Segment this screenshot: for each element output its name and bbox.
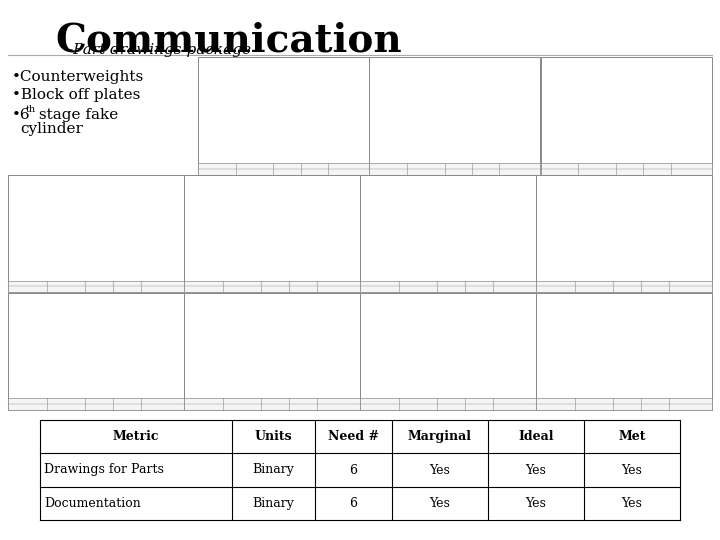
Text: Drawings for Parts: Drawings for Parts <box>44 463 164 476</box>
Text: stage fake: stage fake <box>34 108 118 122</box>
Text: -Part drawings package: -Part drawings package <box>68 43 251 57</box>
Bar <box>184 399 359 410</box>
Text: Communication: Communication <box>55 22 402 60</box>
Bar <box>536 293 711 410</box>
Text: Met: Met <box>618 430 646 443</box>
Text: 6: 6 <box>350 497 358 510</box>
Text: Binary: Binary <box>253 463 294 476</box>
Text: Metric: Metric <box>113 430 159 443</box>
Text: Need #: Need # <box>328 430 379 443</box>
Bar <box>8 293 184 410</box>
Bar <box>536 399 711 410</box>
Text: Yes: Yes <box>621 497 642 510</box>
Bar <box>198 57 369 174</box>
Bar <box>360 281 536 292</box>
Text: Documentation: Documentation <box>44 497 140 510</box>
Text: Yes: Yes <box>526 497 546 510</box>
Text: •Block off plates: •Block off plates <box>12 88 140 102</box>
Bar <box>360 175 536 292</box>
Bar <box>184 175 359 292</box>
Text: Yes: Yes <box>621 463 642 476</box>
Bar <box>536 281 711 292</box>
Bar <box>541 163 711 174</box>
Bar <box>541 57 711 174</box>
Bar <box>198 163 369 174</box>
Text: Yes: Yes <box>526 463 546 476</box>
Text: cylinder: cylinder <box>20 122 83 136</box>
Text: Binary: Binary <box>253 497 294 510</box>
Bar <box>369 163 540 174</box>
Bar <box>360 399 536 410</box>
Bar <box>369 57 540 174</box>
Bar <box>360 293 536 410</box>
Text: Yes: Yes <box>430 463 451 476</box>
Bar <box>184 281 359 292</box>
Bar <box>8 281 184 292</box>
Text: th: th <box>26 105 36 114</box>
Bar <box>184 293 359 410</box>
Text: •6: •6 <box>12 108 31 122</box>
Text: 6: 6 <box>350 463 358 476</box>
Bar <box>536 175 711 292</box>
Text: Yes: Yes <box>430 497 451 510</box>
Text: •Counterweights: •Counterweights <box>12 70 144 84</box>
Bar <box>8 175 184 292</box>
Text: Marginal: Marginal <box>408 430 472 443</box>
Text: Ideal: Ideal <box>518 430 554 443</box>
Bar <box>8 399 184 410</box>
Text: Units: Units <box>255 430 292 443</box>
